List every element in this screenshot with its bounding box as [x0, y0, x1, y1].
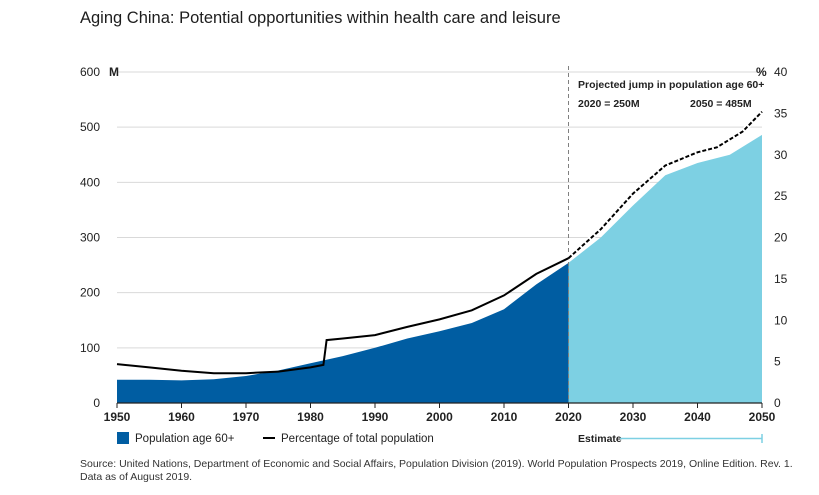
legend-label-line: Percentage of total population: [281, 433, 434, 445]
area-estimate: [568, 134, 762, 403]
x-tick-label: 2040: [684, 410, 711, 424]
x-tick-label: 1960: [168, 410, 195, 424]
y-left-tick-label: 300: [80, 231, 100, 245]
y-left-tick-label: 600: [80, 65, 100, 79]
percentage-line-estimate: [567, 111, 763, 259]
legend: Population age 60+ Percentage of total p…: [117, 432, 763, 445]
y-right-tick-label: 20: [774, 231, 788, 245]
y-left-tick-label: 500: [80, 120, 100, 134]
y-right-tick-label: 40: [774, 65, 788, 79]
y-left-unit: M: [109, 65, 119, 79]
percentage-line-historical: [116, 257, 569, 375]
y-right-tick-label: 25: [774, 189, 788, 203]
y-right-tick-label: 0: [774, 396, 781, 410]
axes: 0 100 200 300 400 500 600 M 0 5 10 15 20 25 30 35 40% 195…: [80, 65, 788, 424]
y-right-tick-label: 5: [774, 355, 781, 369]
y-left-tick-label: 400: [80, 175, 100, 189]
source-note: Source: United Nations, Department of Ec…: [80, 458, 793, 483]
area-historical: [117, 262, 569, 403]
y-right-unit: %: [756, 65, 767, 79]
y-right-tick-label: 10: [774, 313, 788, 327]
annotation-2050: 2050 = 485M: [690, 98, 752, 110]
chart-title: Aging China: Potential opportunities wit…: [80, 9, 561, 27]
x-tick-label: 1980: [297, 410, 324, 424]
x-tick-label: 1950: [104, 410, 131, 424]
y-left-tick-label: 0: [93, 396, 100, 410]
y-left-tick-label: 100: [80, 341, 100, 355]
y-left-tick-label: 200: [80, 286, 100, 300]
x-tick-label: 2010: [491, 410, 518, 424]
x-tick-label: 2020: [555, 410, 582, 424]
y-right-tick-label: 15: [774, 272, 788, 286]
x-tick-label: 1990: [362, 410, 389, 424]
annotation-2020: 2020 = 250M: [578, 98, 640, 110]
legend-estimate-label: Estimate: [578, 433, 622, 445]
x-tick-label: 2050: [749, 410, 776, 424]
x-tick-label: 2030: [620, 410, 647, 424]
legend-swatch-area: [117, 432, 129, 444]
chart: 0 100 200 300 400 500 600 M 0 5 10 15 20 25 30 35 40% 195…: [80, 65, 788, 445]
y-right-tick-label: 35: [774, 106, 788, 120]
annotation-heading: Projected jump in population age 60+: [578, 79, 764, 91]
x-tick-label: 1970: [233, 410, 260, 424]
x-tick-label: 2000: [426, 410, 453, 424]
legend-label-area: Population age 60+: [135, 433, 235, 445]
y-right-tick-label: 30: [774, 148, 788, 162]
